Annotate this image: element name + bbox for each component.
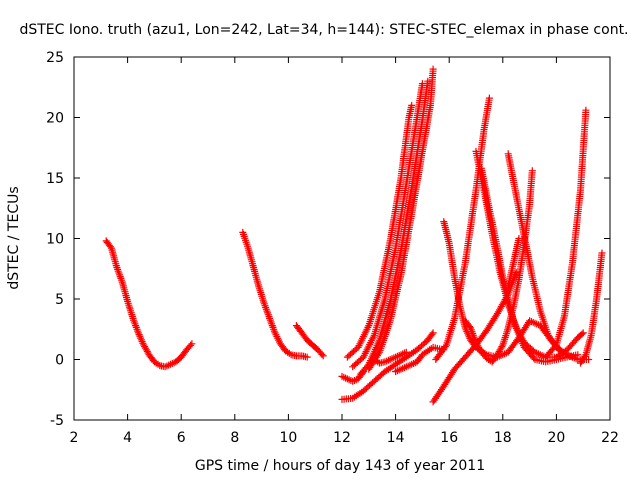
series-1-markers	[102, 237, 196, 371]
x-tick-label: 2	[70, 430, 79, 446]
x-tick-label: 22	[601, 430, 619, 446]
series-19	[504, 235, 523, 291]
series-20-markers	[542, 106, 590, 361]
x-tick-label: 18	[494, 430, 512, 446]
x-tick-label: 16	[440, 430, 458, 446]
x-tick-label: 14	[387, 430, 405, 446]
series-5	[338, 329, 437, 403]
x-tick-label: 20	[547, 430, 565, 446]
series-17	[477, 164, 582, 366]
x-tick-label: 8	[230, 430, 239, 446]
series-21-markers	[577, 249, 606, 367]
series-2-markers	[239, 228, 311, 361]
plot-frame	[73, 56, 611, 421]
series-10	[370, 348, 410, 367]
series-20	[542, 106, 590, 361]
x-tick-label: 12	[333, 430, 351, 446]
series-13-markers	[432, 94, 493, 363]
series-11	[392, 343, 448, 376]
series-2	[239, 228, 311, 361]
series-7	[349, 80, 426, 371]
y-tick-label: 10	[46, 232, 64, 248]
series-marks	[102, 65, 606, 406]
series-8	[357, 77, 432, 378]
series-13	[432, 94, 493, 363]
series-3	[292, 322, 327, 360]
series-9	[365, 65, 437, 373]
y-tick-label: 25	[46, 50, 64, 66]
x-tick-label: 6	[177, 430, 186, 446]
y-tick-label: -5	[50, 413, 64, 429]
x-tick-label: 4	[123, 430, 132, 446]
axis-ticks: 2 4 6 8 10 12 14 16 18 20 22 -5 0 5 10 15 20 25	[46, 50, 619, 446]
y-axis-label: dSTEC / TECUs	[6, 186, 22, 289]
series-6	[343, 101, 416, 361]
series-21	[577, 249, 606, 367]
x-tick-label: 10	[279, 430, 297, 446]
x-axis-label: GPS time / hours of day 143 of year 2011	[195, 458, 485, 474]
series-18	[504, 150, 593, 363]
y-tick-label: 0	[55, 353, 64, 369]
y-tick-label: 15	[46, 171, 64, 187]
y-tick-label: 20	[46, 111, 64, 127]
series-1	[102, 237, 196, 371]
chart-title: dSTEC Iono. truth (azu1, Lon=242, Lat=34…	[19, 22, 628, 38]
y-tick-label: 5	[55, 292, 64, 308]
